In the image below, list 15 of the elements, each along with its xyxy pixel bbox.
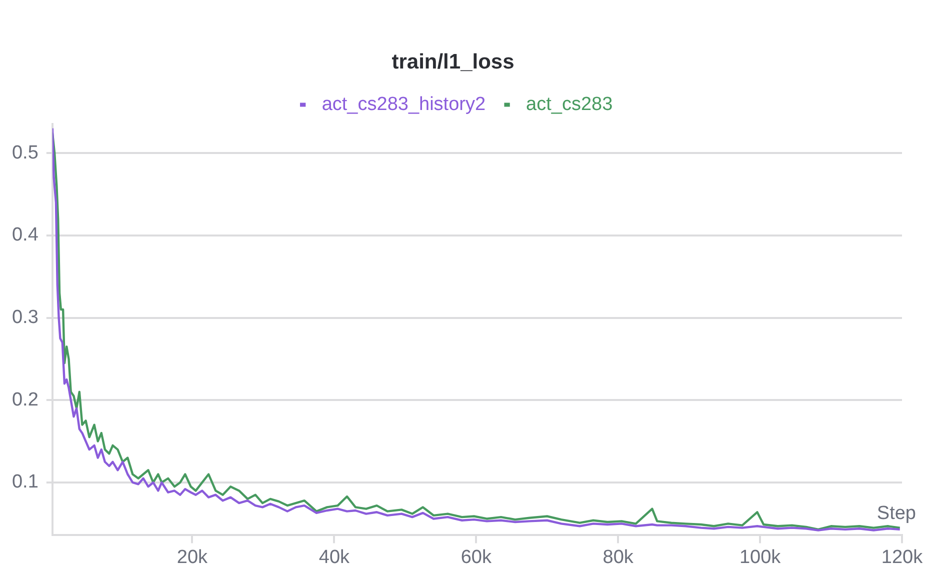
x-tick-label: 60k	[460, 546, 492, 568]
x-tick-label: 100k	[739, 546, 782, 568]
y-tick-label: 0.1	[12, 472, 38, 493]
x-axis-title: Step	[876, 502, 916, 524]
y-tick-label: 0.2	[12, 389, 38, 410]
x-tick-label: 20k	[176, 546, 208, 568]
y-tick-label: 0.4	[12, 224, 39, 246]
y-tick-label: 0.3	[12, 306, 38, 328]
y-tick-label: 0.5	[12, 142, 38, 164]
x-tick-label: 40k	[318, 546, 350, 568]
legend-label: act_cs283	[526, 94, 613, 115]
chart-title: train/l1_loss	[392, 50, 514, 74]
legend-label: act_cs283_history2	[322, 94, 486, 115]
x-tick-label: 120k	[881, 546, 924, 568]
x-tick-label: 80k	[602, 546, 634, 568]
